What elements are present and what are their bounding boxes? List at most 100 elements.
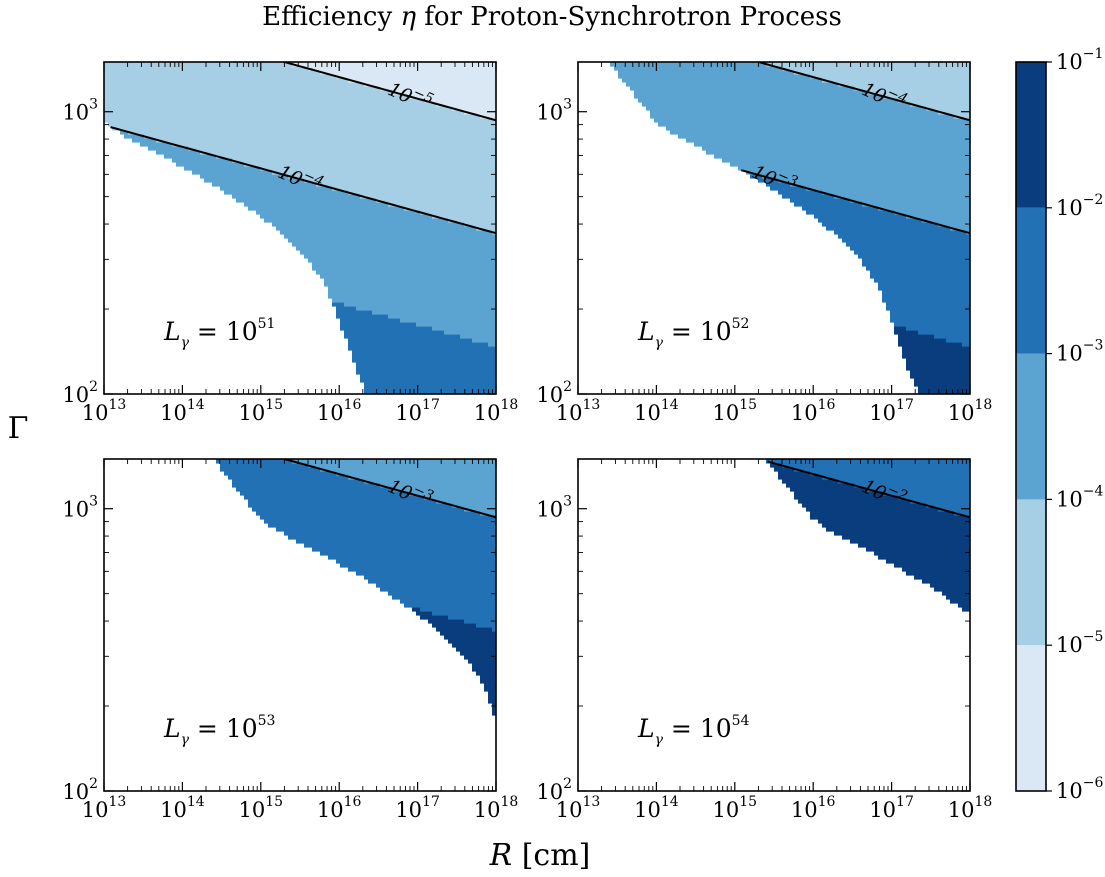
contour-cell <box>196 158 201 163</box>
contour-cell <box>432 134 437 139</box>
contour-cell <box>196 114 201 119</box>
contour-cell <box>116 114 121 119</box>
contour-cell <box>284 114 289 119</box>
contour-cell <box>408 102 413 107</box>
contour-cell <box>360 122 365 127</box>
contour-cell <box>420 266 425 271</box>
contour-cell <box>264 198 269 203</box>
contour-cell <box>368 354 373 359</box>
contour-cell <box>136 106 141 111</box>
contour-cell <box>468 66 473 71</box>
contour-cell <box>460 278 465 283</box>
contour-cell <box>288 226 293 231</box>
contour-cell <box>328 294 333 299</box>
contour-cell <box>300 78 305 83</box>
contour-cell <box>316 250 321 255</box>
contour-cell <box>468 198 473 203</box>
contour-cell <box>312 110 317 115</box>
contour-cell <box>336 98 341 103</box>
contour-cell <box>220 118 225 123</box>
contour-cell <box>116 66 121 71</box>
contour-cell <box>384 186 389 191</box>
contour-cell <box>396 130 401 135</box>
contour-cell <box>144 110 149 115</box>
contour-cell <box>196 74 201 79</box>
contour-cell <box>464 238 469 243</box>
contour-cell <box>344 238 349 243</box>
contour-cell <box>376 150 381 155</box>
contour-cell <box>292 70 297 75</box>
contour-cell <box>292 214 297 219</box>
contour-cell <box>120 86 125 91</box>
contour-cell <box>320 190 325 195</box>
contour-cell <box>316 226 321 231</box>
contour-cell <box>240 190 245 195</box>
contour-cell <box>436 166 441 171</box>
contour-cell <box>256 118 261 123</box>
contour-cell <box>208 134 213 139</box>
contour-cell <box>160 134 165 139</box>
contour-cell <box>360 206 365 211</box>
contour-cell <box>332 214 337 219</box>
contour-cell <box>464 78 469 83</box>
contour-cell <box>392 278 397 283</box>
contour-cell <box>436 158 441 163</box>
contour-cell <box>484 170 489 175</box>
contour-cell <box>224 102 229 107</box>
contour-cell <box>268 194 273 199</box>
contour-cell <box>468 314 473 319</box>
contour-cell <box>452 142 457 147</box>
contour-cell <box>320 246 325 251</box>
contour-cell <box>300 194 305 199</box>
contour-cell <box>320 126 325 131</box>
contour-cell <box>368 66 373 71</box>
contour-cell <box>184 74 189 79</box>
contour-cell <box>464 138 469 143</box>
contour-cell <box>440 130 445 135</box>
contour-cell <box>456 114 461 119</box>
contour-cell <box>412 110 417 115</box>
contour-cell <box>304 62 309 67</box>
contour-cell <box>464 118 469 123</box>
contour-cell <box>448 98 453 103</box>
contour-cell <box>348 290 353 295</box>
contour-cell <box>356 214 361 219</box>
contour-cell <box>360 102 365 107</box>
contour-cell <box>220 142 225 147</box>
contour-cell <box>464 270 469 275</box>
contour-cell <box>444 194 449 199</box>
contour-cell <box>336 66 341 71</box>
contour-cell <box>460 142 465 147</box>
contour-cell <box>468 322 473 327</box>
contour-cell <box>472 286 477 291</box>
contour-cell <box>388 366 393 371</box>
contour-cell <box>416 294 421 299</box>
contour-cell <box>228 142 233 147</box>
contour-cell <box>484 290 489 295</box>
contour-cell <box>236 154 241 159</box>
contour-cell <box>348 226 353 231</box>
contour-cell <box>196 154 201 159</box>
contour-cell <box>264 70 269 75</box>
contour-cell <box>164 106 169 111</box>
contour-cell <box>460 202 465 207</box>
contour-cell <box>428 366 433 371</box>
contour-cell <box>380 170 385 175</box>
contour-cell <box>476 122 481 127</box>
contour-cell <box>144 98 149 103</box>
contour-cell <box>364 262 369 267</box>
contour-cell <box>420 146 425 151</box>
contour-cell <box>116 70 121 75</box>
contour-cell <box>336 146 341 151</box>
contour-cell <box>432 146 437 151</box>
contour-cell <box>364 338 369 343</box>
contour-cell <box>176 82 181 87</box>
contour-cell <box>384 106 389 111</box>
contour-cell <box>204 86 209 91</box>
contour-cell <box>164 130 169 135</box>
contour-cell <box>408 262 413 267</box>
contour-cell <box>232 162 237 167</box>
contour-cell <box>284 66 289 71</box>
contour-cell <box>236 90 241 95</box>
contour-cell <box>392 282 397 287</box>
